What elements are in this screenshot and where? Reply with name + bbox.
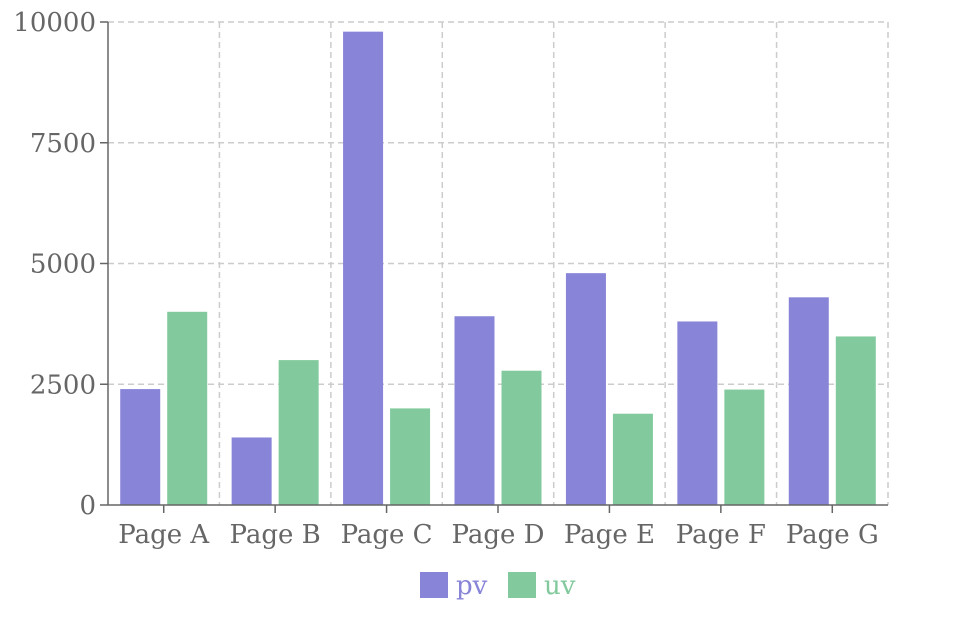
x-tick-label: Page E [564, 520, 655, 550]
bar-pv-page-a [120, 389, 161, 505]
y-tick-label: 2500 [30, 370, 96, 400]
x-tick-label: Page C [341, 520, 433, 550]
bar-pv-page-g [788, 297, 829, 505]
y-tick-label: 5000 [30, 250, 96, 280]
y-tick-label: 0 [79, 491, 96, 521]
bar-pv-page-f [677, 321, 718, 505]
bar-uv-page-d [501, 370, 542, 505]
y-tick-label: 10000 [13, 8, 96, 38]
y-tick-label: 7500 [30, 129, 96, 159]
axes: 0 2500 5000 7500 10000 Page A Page B Page C Page… [13, 8, 888, 550]
legend-label-pv: pv [456, 571, 488, 601]
bar-pv-page-d [454, 316, 495, 505]
bar-uv-page-f [724, 389, 765, 505]
bar-uv-page-g [835, 336, 876, 505]
x-tick-label: Page D [452, 520, 545, 550]
bar-pv-page-c [343, 31, 384, 505]
legend-item-pv[interactable]: pv [420, 571, 488, 601]
bars [120, 31, 876, 505]
bar-uv-page-c [390, 408, 431, 505]
bar-uv-page-a [167, 311, 208, 505]
legend-item-uv[interactable]: uv [508, 571, 576, 601]
legend-swatch-uv [508, 572, 536, 598]
legend-label-uv: uv [544, 571, 576, 601]
grid [108, 21, 889, 505]
legend: pv uv [420, 571, 576, 601]
bar-uv-page-e [612, 413, 653, 505]
x-tick-label: Page G [786, 520, 879, 550]
bar-pv-page-e [565, 273, 606, 505]
bar-uv-page-b [278, 360, 319, 505]
legend-swatch-pv [420, 572, 448, 598]
x-tick-label: Page A [118, 520, 210, 550]
x-tick-label: Page F [676, 520, 766, 550]
x-tick-label: Page B [230, 520, 321, 550]
bar-pv-page-b [231, 437, 272, 505]
